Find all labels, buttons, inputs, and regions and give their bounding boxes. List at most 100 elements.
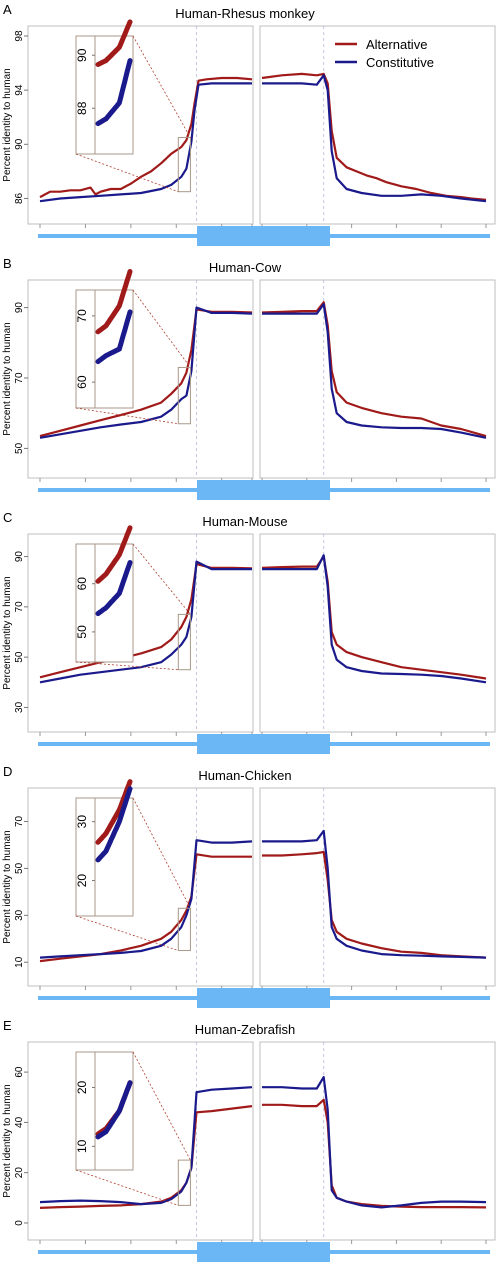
- inset-series-alternative: [95, 19, 133, 67]
- panel-title: Human-Zebrafish: [195, 1022, 295, 1037]
- exon-box: [197, 480, 330, 500]
- y-axis-label: Percent identity to human: [2, 68, 13, 181]
- inset-series-constitutive: [95, 1080, 133, 1140]
- exon-box: [197, 734, 330, 754]
- inset-y-tick-label: 70: [75, 309, 89, 323]
- inset-series-alternative: [95, 779, 133, 845]
- y-tick-label: 20: [14, 1167, 25, 1179]
- series-line-alternative-downstream: [261, 555, 487, 680]
- inset-connector: [75, 407, 179, 425]
- y-tick-label: 94: [14, 84, 25, 96]
- inset-connector: [132, 35, 191, 138]
- series-line-alternative-upstream: [39, 308, 253, 438]
- inset-y-tick-label: 60: [75, 375, 89, 389]
- inset-y-tick-label: 20: [75, 874, 89, 888]
- left-plot-frame: [27, 787, 254, 987]
- inset-connector: [75, 915, 179, 951]
- y-tick-label: 30: [14, 701, 25, 713]
- y-tick-label: 50: [14, 862, 25, 874]
- inset-y-tick-label: 30: [75, 815, 89, 829]
- inset-y-tick-label: 90: [75, 48, 89, 62]
- y-tick-label: 98: [14, 30, 25, 42]
- series-line-alternative-upstream: [39, 562, 253, 679]
- right-plot-frame: [259, 533, 496, 733]
- y-axis-label: Percent identity to human: [2, 1084, 13, 1197]
- left-plot-frame: [27, 25, 254, 225]
- inset-y-tick-label: 50: [75, 625, 89, 639]
- zoom-box: [177, 1159, 191, 1206]
- y-tick-label: 50: [14, 651, 25, 663]
- y-tick-label: 70: [14, 372, 25, 384]
- inset-connector: [132, 1051, 191, 1161]
- inset-connector: [132, 797, 191, 909]
- series-line-constitutive-downstream: [262, 829, 487, 959]
- inset-y-tick-label: 20: [75, 1080, 89, 1094]
- series-line-alternative-upstream: [39, 76, 253, 199]
- y-axis-label: Percent identity to human: [2, 830, 13, 943]
- left-plot-frame: [27, 279, 254, 479]
- panel-title: Human-Cow: [209, 260, 282, 275]
- y-tick-label: 10: [14, 956, 25, 968]
- y-tick-label: 90: [14, 551, 25, 563]
- y-tick-label: 70: [14, 601, 25, 613]
- panel-title: Human-Mouse: [202, 514, 287, 529]
- panel-letter: E: [3, 1018, 12, 1033]
- inset-series-constitutive: [95, 309, 133, 365]
- y-tick-label: 50: [14, 442, 25, 454]
- series-line-constitutive-downstream: [262, 1075, 487, 1209]
- inset-frame: [75, 1051, 134, 1171]
- y-tick-label: 40: [14, 1116, 25, 1128]
- series-line-alternative-upstream: [39, 1105, 253, 1209]
- series-line-alternative-downstream: [262, 850, 487, 959]
- y-tick-label: 70: [14, 815, 25, 827]
- panel-letter: A: [3, 2, 12, 17]
- inset-y-tick-label: 10: [75, 1139, 89, 1153]
- legend: Alternative Constitutive: [335, 37, 434, 70]
- inset-series-constitutive: [95, 786, 133, 863]
- inset-y-tick-label: 88: [75, 101, 89, 115]
- series-line-constitutive-upstream: [39, 306, 253, 439]
- zoom-box: [177, 613, 191, 671]
- series-line-constitutive-downstream: [262, 74, 487, 203]
- exon-box: [197, 988, 330, 1008]
- inset-y-tick-label: 60: [75, 577, 89, 591]
- panel-C: C Human-Mouse 30 50 70 90 Percent identity to …: [2, 510, 496, 754]
- inset-connector: [132, 289, 191, 368]
- series-line-constitutive-upstream: [39, 560, 252, 684]
- inset-series-alternative: [95, 525, 133, 584]
- inset-connector: [132, 543, 191, 615]
- y-axis-label: Percent identity to human: [2, 322, 13, 435]
- legend-label-constitutive: Constitutive: [366, 55, 434, 70]
- inset-series-constitutive: [95, 58, 133, 127]
- exon-box: [197, 226, 330, 246]
- panel-letter: C: [3, 510, 12, 525]
- panel-title: Human-Chicken: [198, 768, 291, 783]
- series-line-alternative-downstream: [261, 301, 487, 438]
- right-plot-frame: [259, 787, 496, 987]
- series-line-constitutive-downstream: [262, 303, 487, 439]
- right-plot-frame: [259, 279, 496, 479]
- y-tick-label: 0: [14, 1220, 25, 1226]
- exon-box: [197, 1242, 330, 1262]
- series-line-constitutive-upstream: [39, 82, 252, 203]
- left-plot-frame: [27, 533, 254, 733]
- y-tick-label: 30: [14, 909, 25, 921]
- series-line-constitutive-downstream: [262, 554, 487, 684]
- series-line-constitutive-upstream: [39, 1086, 253, 1206]
- inset-series-alternative: [95, 269, 133, 335]
- inset-series-constitutive: [95, 560, 133, 617]
- y-axis-label: Percent identity to human: [2, 576, 13, 689]
- panel-title: Human-Rhesus monkey: [175, 6, 315, 21]
- series-line-alternative-downstream: [262, 1098, 487, 1209]
- right-plot-frame: [259, 1041, 496, 1241]
- right-plot-frame: [259, 25, 496, 225]
- inset-frame: [75, 289, 134, 409]
- panel-letter: D: [3, 764, 12, 779]
- series-line-constitutive-upstream: [39, 839, 253, 959]
- inset-frame: [75, 797, 134, 917]
- legend-label-alternative: Alternative: [366, 37, 427, 52]
- y-tick-label: 60: [14, 1066, 25, 1078]
